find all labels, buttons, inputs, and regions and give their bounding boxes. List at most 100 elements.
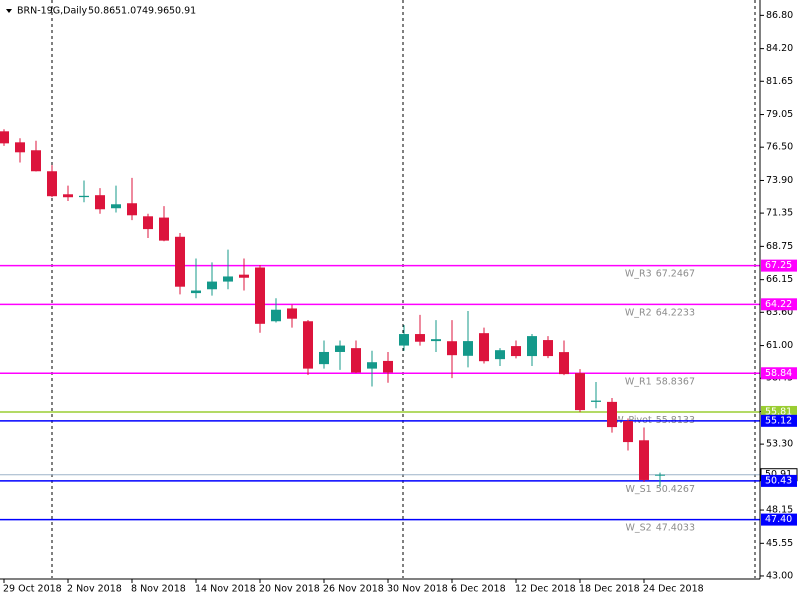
candle-body <box>447 341 457 356</box>
candle-body <box>607 401 617 428</box>
level-value: 64.2233 <box>656 307 695 318</box>
candle-body <box>639 440 649 480</box>
candle-body <box>175 236 185 287</box>
y-tick-label: 63.60 <box>766 307 793 318</box>
plot: W_R3 67.2467 W_R2 64.2233 W_R1 58.8367 W_Pivot… <box>0 129 760 533</box>
level-tag-label: 55.12 <box>765 415 792 426</box>
level-tag-label: 55.81 <box>765 406 792 417</box>
level-tag-label: 47.40 <box>765 514 792 525</box>
level-name: W_Pivot <box>614 414 652 425</box>
x-tick-label: 12 Dec 2018 <box>515 584 576 595</box>
level-tag-label: 64.22 <box>765 299 792 310</box>
candle-body <box>271 309 281 322</box>
y-tick-label: 86.80 <box>766 10 793 21</box>
level-tag-label: 67.25 <box>765 260 792 271</box>
level-value: 67.2467 <box>656 268 695 279</box>
candle-body <box>303 321 313 369</box>
y-tick-label: 84.20 <box>766 43 793 54</box>
candle-body <box>207 281 217 290</box>
candle-body <box>255 267 265 324</box>
candle-body <box>415 334 425 342</box>
candle-body <box>591 400 601 402</box>
level-value: 58.8367 <box>656 376 695 387</box>
y-tick-label: 48.15 <box>766 505 793 516</box>
candle-body <box>431 339 441 342</box>
x-tick-label: 6 Dec 2018 <box>451 584 506 595</box>
price-tag-label: 50.91 <box>765 469 792 480</box>
candle-body <box>351 348 361 373</box>
x-tick-label: 24 Dec 2018 <box>643 584 704 595</box>
level-label: W_S1 50.4267 <box>625 483 695 494</box>
candle-body <box>527 336 537 357</box>
candle-body <box>63 194 73 198</box>
level-name: W_R3 <box>625 268 652 279</box>
x-tick-label: 20 Nov 2018 <box>259 584 320 595</box>
x-tick-label: 30 Nov 2018 <box>387 584 448 595</box>
y-tick-label: 73.90 <box>766 175 793 186</box>
candle-body <box>0 131 9 144</box>
x-tick-label: 14 Nov 2018 <box>195 584 256 595</box>
candle-body <box>479 333 489 362</box>
candle-body <box>127 203 137 216</box>
ohlc-low: 49.96 <box>142 6 169 17</box>
candle-body <box>47 171 57 197</box>
level-tag-label: 58.84 <box>765 368 792 379</box>
candle-body <box>623 421 633 443</box>
y-tick-label: 68.75 <box>766 241 793 252</box>
level-label: W_R1 58.8367 <box>625 376 695 387</box>
level-value: 47.4033 <box>656 522 695 533</box>
y-tick-label: 45.55 <box>766 538 793 549</box>
candle-body <box>15 142 25 153</box>
candle-body <box>367 362 377 369</box>
candle-body <box>543 340 553 357</box>
candle-body <box>399 334 409 346</box>
candle-body <box>191 290 201 294</box>
y-tick-label: 66.15 <box>766 274 793 285</box>
candle-body <box>31 150 41 172</box>
level-label: W_Pivot 55.8133 <box>614 414 695 425</box>
x-tick-label: 18 Dec 2018 <box>579 584 640 595</box>
level-tag-label: 50.43 <box>765 475 792 486</box>
candle-body <box>79 195 89 198</box>
level-tag <box>761 298 797 311</box>
level-name: W_S1 <box>625 483 651 494</box>
ohlc-close: 50.91 <box>169 6 196 17</box>
level-tag <box>761 474 797 487</box>
candle-body <box>95 195 105 210</box>
ohlc-open: 50.86 <box>88 6 115 17</box>
y-tick-label: 71.35 <box>766 208 793 219</box>
level-label: W_R2 64.2233 <box>625 307 695 318</box>
candle-body <box>223 276 233 282</box>
level-name: W_R1 <box>625 376 652 387</box>
candle-body <box>239 274 249 278</box>
x-tick-label: 26 Nov 2018 <box>323 584 384 595</box>
chart-title: BRN-19G,Daily <box>17 6 88 17</box>
level-value: 55.8133 <box>656 414 695 425</box>
candle-body <box>111 204 121 209</box>
level-tag <box>761 513 797 526</box>
candle-body <box>335 345 345 352</box>
candle-body <box>559 352 569 375</box>
candle-body <box>655 474 665 476</box>
candle-body <box>287 308 297 319</box>
y-tick-label: 61.00 <box>766 340 793 351</box>
x-tick-label: 2 Nov 2018 <box>67 584 122 595</box>
candle-body <box>495 350 505 360</box>
level-tag <box>761 367 797 380</box>
level-name: W_R2 <box>625 307 652 318</box>
candle-body <box>463 341 473 356</box>
header: BRN-19G,Daily 50.86 51.07 49.96 50.91 <box>6 6 196 17</box>
level-tag <box>761 414 797 427</box>
ohlc-high: 51.07 <box>115 6 142 17</box>
level-label: W_R3 67.2467 <box>625 268 695 279</box>
candle-body <box>319 351 329 365</box>
candle-body <box>143 216 153 230</box>
candle-body <box>159 217 169 241</box>
y-tick-label: 81.65 <box>766 76 793 87</box>
level-name: W_S2 <box>625 522 651 533</box>
x-tick-label: 8 Nov 2018 <box>131 584 186 595</box>
level-label: W_S2 47.4033 <box>625 522 695 533</box>
candle-body <box>575 373 585 411</box>
